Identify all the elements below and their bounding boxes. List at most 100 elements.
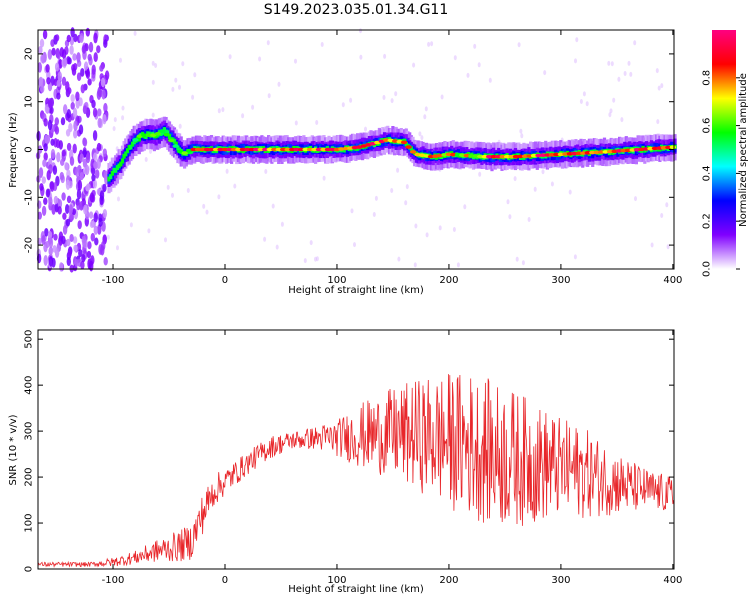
spectral-speckle — [574, 58, 577, 64]
spectral-noise-blob — [41, 176, 46, 184]
y-tick-label: 500 — [24, 330, 35, 349]
spectral-noise-blob — [90, 232, 96, 242]
spectral-peak-cell — [212, 147, 220, 152]
spectral-speckle — [610, 61, 614, 67]
spectral-speckle — [420, 135, 424, 141]
snr-xlabel: Height of straight line (km) — [288, 584, 424, 595]
y-tick-label: 20 — [24, 48, 35, 61]
spectral-ridge-cell — [130, 141, 135, 147]
spectral-noise-blob — [37, 211, 42, 220]
spectral-ridge-cell — [127, 145, 131, 150]
spectral-speckle — [533, 186, 537, 192]
spectral-noise-blob — [79, 153, 84, 163]
spectral-noise-blob — [93, 32, 98, 44]
spectral-noise-blob — [65, 163, 70, 171]
spectral-noise-blob — [76, 188, 82, 200]
spectral-noise-blob — [69, 156, 75, 166]
spectral-speckle — [427, 41, 431, 47]
spectral-ridge-cell — [162, 127, 166, 132]
spectral-noise-blob — [60, 158, 65, 166]
spectral-noise-blob — [101, 89, 106, 100]
spectral-noise-blob — [41, 53, 46, 64]
spectral-peak-cell — [230, 147, 238, 152]
spectral-noise-blob — [102, 148, 108, 158]
x-tick-label: 400 — [663, 275, 682, 286]
colorbar-label: Normalized spectral amplitude — [738, 73, 749, 227]
spectral-noise-blob — [76, 201, 81, 211]
spectral-speckle — [193, 72, 197, 78]
spectral-noise-blob — [86, 250, 92, 259]
snr-panel: -100 0 100 200 300 400 0 100 200 300 400 500 Height… — [8, 329, 682, 595]
spectral-speckle — [149, 148, 152, 154]
spectral-noise-blob — [67, 57, 72, 65]
spectral-noise-blob — [36, 130, 41, 142]
colorbar-tick-label: 0.6 — [702, 118, 713, 134]
spectral-noise-blob — [99, 190, 105, 201]
spectral-noise-blob — [94, 237, 99, 246]
spectrogram-marks — [35, 27, 677, 273]
spectral-speckle — [277, 81, 281, 87]
spectral-speckle — [171, 86, 175, 92]
spectral-peak-cell — [194, 147, 202, 152]
spectral-ridge-cell — [119, 161, 123, 167]
spectral-speckle — [513, 176, 517, 182]
spectral-speckle — [320, 42, 324, 47]
spectral-noise-blob — [88, 211, 94, 219]
spectral-noise-blob — [72, 143, 77, 154]
spectral-noise-blob — [93, 212, 98, 223]
spectral-noise-blob — [96, 142, 102, 152]
spectral-peak-cell — [324, 147, 332, 152]
spectral-speckle — [515, 256, 519, 262]
spectral-noise-blob — [43, 118, 48, 127]
spectral-speckle — [294, 58, 297, 64]
spectral-speckle — [186, 188, 190, 193]
spectral-ridge-cell — [125, 148, 130, 154]
spectral-speckle — [519, 128, 523, 134]
spectral-noise-blob — [66, 195, 72, 204]
x-tick-label: -100 — [102, 575, 125, 586]
spectral-speckle — [660, 83, 664, 89]
spectral-noise-blob — [54, 34, 60, 42]
spectral-noise-blob — [66, 142, 72, 151]
spectral-speckle — [205, 209, 209, 215]
spectral-noise-blob — [66, 109, 72, 119]
spectral-speckle — [221, 107, 225, 113]
spectral-speckle — [117, 196, 120, 202]
colorbar-tick-label: 0.0 — [702, 261, 713, 277]
spectral-speckle — [374, 195, 378, 201]
spectral-noise-blob — [73, 129, 78, 139]
spectral-noise-blob — [41, 205, 47, 217]
spectral-peak-cell — [297, 147, 305, 152]
spectral-speckle — [258, 56, 262, 62]
spectral-noise-blob — [79, 35, 84, 44]
x-tick-label: 0 — [222, 275, 228, 286]
spectral-noise-blob — [77, 220, 82, 230]
spectral-noise-blob — [84, 164, 90, 176]
spectral-ridge-cell — [660, 145, 664, 154]
spectral-speckle — [478, 171, 482, 177]
spectral-peak-cell — [409, 150, 417, 154]
spectral-speckle — [267, 93, 271, 99]
spectral-peak-cell — [190, 147, 197, 152]
spectral-noise-blob — [43, 143, 48, 152]
snr-marks — [37, 374, 674, 568]
spectral-peak-cell — [504, 154, 511, 159]
spectral-speckle — [627, 60, 631, 66]
spectral-noise-blob — [103, 102, 108, 113]
spectral-ridge-cell — [115, 165, 119, 170]
spectral-speckle — [527, 217, 531, 222]
spectral-noise-blob — [83, 61, 89, 71]
spectral-noise-blob — [98, 217, 103, 227]
spectral-speckle — [129, 222, 133, 228]
spectral-speckle — [164, 237, 167, 243]
spectral-speckle — [372, 212, 376, 217]
spectral-noise-blob — [93, 161, 98, 169]
spectral-noise-blob — [54, 62, 60, 72]
spectral-speckle — [106, 234, 110, 240]
spectral-noise-blob — [91, 174, 96, 182]
spectral-speckle — [607, 60, 611, 66]
spectral-noise-blob — [38, 167, 44, 178]
spectral-noise-blob — [65, 128, 71, 137]
spectral-speckle — [113, 117, 117, 123]
